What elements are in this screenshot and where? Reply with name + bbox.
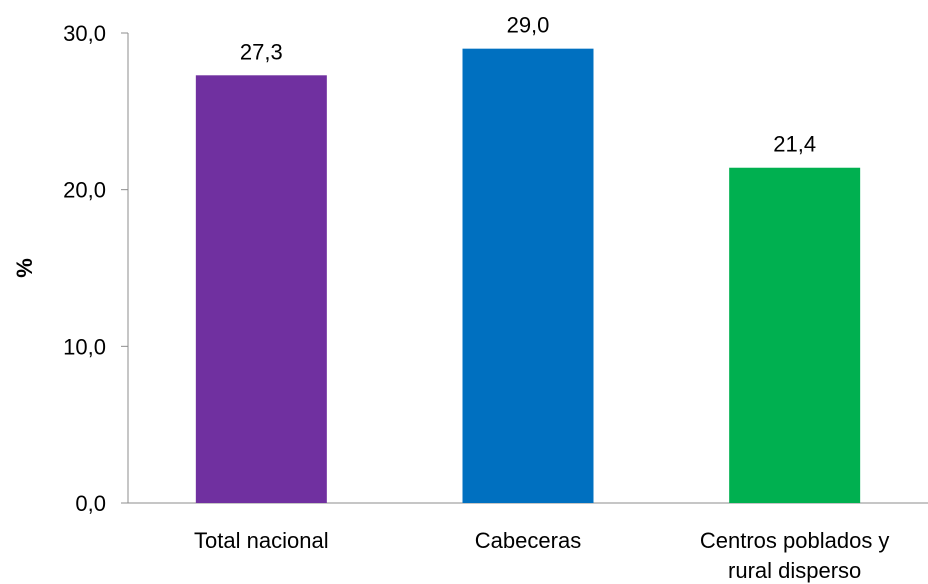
data-labels: 27,3 29,0 21,4 bbox=[240, 13, 816, 157]
category-label: rural disperso bbox=[728, 558, 861, 583]
y-tick-label: 30,0 bbox=[63, 21, 106, 46]
bar-value-label: 21,4 bbox=[773, 132, 816, 157]
bar bbox=[462, 48, 594, 504]
y-tick-label: 10,0 bbox=[63, 334, 106, 359]
bar-value-label: 27,3 bbox=[240, 39, 283, 64]
bar bbox=[195, 75, 327, 504]
y-tick-label: 20,0 bbox=[63, 178, 106, 203]
category-labels: Total nacional Cabeceras Centros poblados … bbox=[194, 528, 889, 583]
y-tick-label: 0,0 bbox=[75, 491, 106, 516]
bar-value-label: 29,0 bbox=[507, 13, 550, 38]
y-axis-ticks: 0,0 10,0 20,0 30,0 bbox=[63, 21, 128, 516]
category-label: Total nacional bbox=[194, 528, 329, 553]
bar bbox=[729, 167, 861, 503]
bars bbox=[195, 48, 861, 504]
category-label: Cabeceras bbox=[475, 528, 581, 553]
y-axis-title: % bbox=[12, 258, 37, 278]
category-label: Centros poblados y bbox=[700, 528, 890, 553]
